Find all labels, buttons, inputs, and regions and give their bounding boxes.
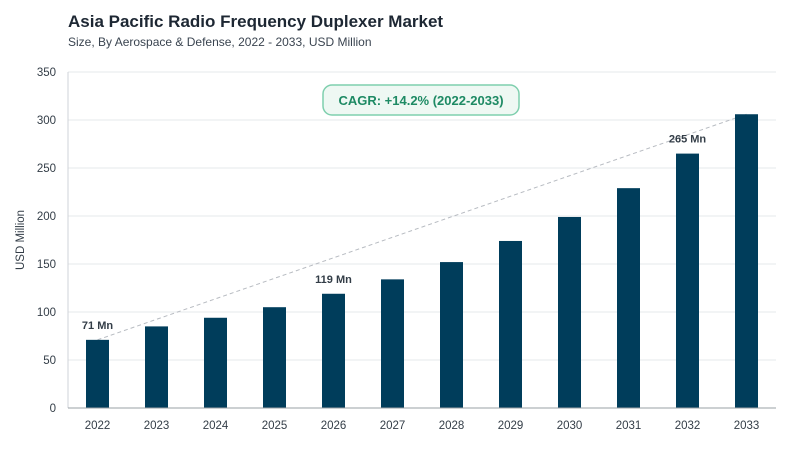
bar-2033 xyxy=(735,114,758,409)
data-label-2032: 265 Mn xyxy=(669,134,707,146)
gridlines xyxy=(68,71,776,361)
y-tick-label-100: 100 xyxy=(37,307,56,319)
bar-2027 xyxy=(381,279,404,408)
x-tick-label-2030: 2030 xyxy=(557,420,583,432)
axes: 0 50 100 150 200 250 300 350 2022 2023 2024 2025 202… xyxy=(37,67,776,432)
data-label-2026: 119 Mn xyxy=(315,274,352,286)
bar-2028 xyxy=(440,262,463,408)
bar-2024 xyxy=(204,317,227,408)
bar-2022 xyxy=(86,339,109,408)
y-tick-label-150: 150 xyxy=(37,259,56,271)
bar-2030 xyxy=(558,216,581,408)
x-tick-label-2024: 2024 xyxy=(203,420,229,432)
x-tick-label-2033: 2033 xyxy=(734,420,760,432)
x-tick-label-2025: 2025 xyxy=(262,420,288,432)
bar-2026 xyxy=(322,293,345,408)
bar-2029 xyxy=(499,240,522,408)
bar-2032 xyxy=(676,153,699,408)
x-tick-label-2023: 2023 xyxy=(144,420,170,432)
chart-subtitle: Size, By Aerospace & Defense, 2022 - 203… xyxy=(68,35,372,49)
x-tick-label-2028: 2028 xyxy=(439,420,465,432)
trend-line xyxy=(97,113,747,341)
cagr-callout: CAGR: +14.2% (2022-2033) xyxy=(322,84,520,116)
bar-2025 xyxy=(263,307,286,408)
y-tick-label-250: 250 xyxy=(37,163,56,175)
x-tick-label-2022: 2022 xyxy=(85,420,111,432)
bar-2023 xyxy=(145,326,168,408)
chart-title: Asia Pacific Radio Frequency Duplexer Ma… xyxy=(68,12,444,31)
trend-line-layer xyxy=(97,113,747,341)
data-labels: 71 Mn 119 Mn 265 Mn xyxy=(82,134,707,332)
bar-2031 xyxy=(617,188,640,408)
cagr-box xyxy=(322,84,520,116)
y-axis-label: USD Million xyxy=(15,210,27,270)
bars xyxy=(86,114,758,409)
y-tick-label-200: 200 xyxy=(37,211,56,223)
data-label-2022: 71 Mn xyxy=(82,320,113,332)
x-tick-label-2032: 2032 xyxy=(675,420,701,432)
x-tick-label-2031: 2031 xyxy=(616,420,642,432)
x-tick-label-2029: 2029 xyxy=(498,420,524,432)
y-tick-label-350: 350 xyxy=(37,67,56,79)
cagr-text: CAGR: +14.2% (2022-2033) xyxy=(338,93,503,108)
y-tick-label-300: 300 xyxy=(37,115,56,127)
y-tick-label-50: 50 xyxy=(43,355,56,367)
y-tick-label-0: 0 xyxy=(50,403,56,415)
x-tick-label-2026: 2026 xyxy=(321,420,347,432)
x-tick-label-2027: 2027 xyxy=(380,420,406,432)
